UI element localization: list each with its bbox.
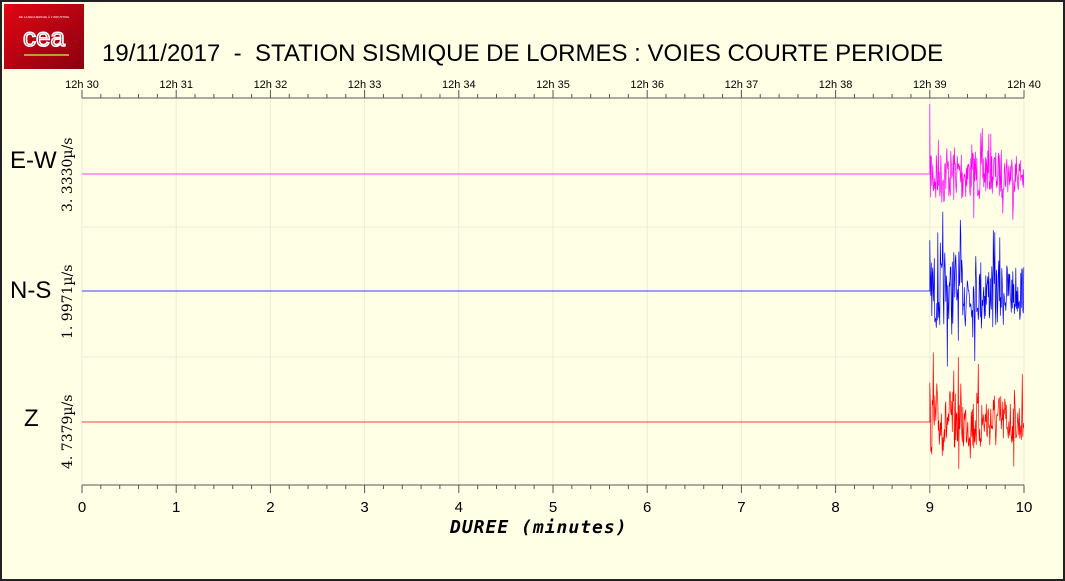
x-tick-label: 7: [737, 499, 745, 516]
x-tick-label: 3: [360, 499, 368, 516]
top-tick-label: 12h 31: [159, 79, 193, 91]
x-tick-label: 2: [266, 499, 274, 516]
x-tick-label: 0: [78, 499, 86, 516]
x-tick-label: 1: [172, 499, 180, 516]
x-tick-label: 6: [643, 499, 651, 516]
x-tick-label: 10: [1016, 499, 1033, 516]
scale-label-ew: 3. 3330µ/s: [60, 138, 76, 212]
scale-label-ns: 1. 9971µ/s: [60, 265, 76, 339]
x-tick-label: 4: [455, 499, 463, 516]
top-tick-label: 12h 36: [630, 79, 664, 91]
top-tick-label: 12h 37: [725, 79, 759, 91]
top-tick-label: 12h 30: [65, 79, 99, 91]
top-tick-label: 12h 38: [819, 79, 853, 91]
x-tick-label: 9: [926, 499, 934, 516]
top-tick-label: 12h 33: [348, 79, 382, 91]
top-tick-label: 12h 35: [536, 79, 570, 91]
x-tick-label: 5: [549, 499, 557, 516]
top-tick-label: 12h 34: [442, 79, 476, 91]
x-axis-label: DUREE (minutes): [450, 517, 628, 538]
channel-label-ew: E-W: [10, 147, 57, 175]
channel-label-z: Z: [24, 405, 39, 433]
x-tick-label: 8: [831, 499, 839, 516]
top-tick-label: 12h 40: [1007, 79, 1041, 91]
scale-label-z: 4. 7379µ/s: [60, 395, 76, 469]
top-tick-label: 12h 39: [913, 79, 947, 91]
channel-label-ns: N-S: [10, 277, 51, 305]
top-tick-label: 12h 32: [254, 79, 288, 91]
